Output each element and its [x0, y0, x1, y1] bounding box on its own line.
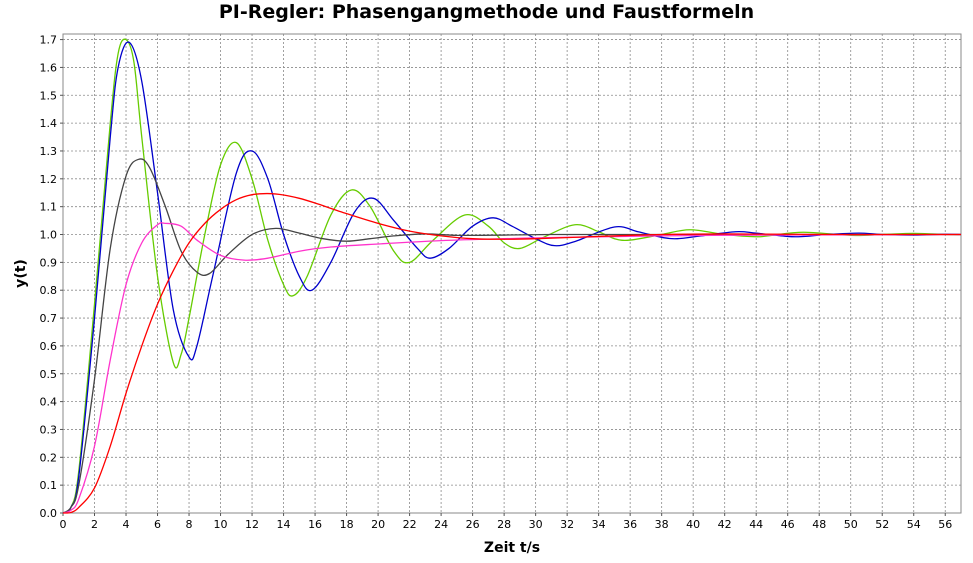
x-tick-label: 32 [560, 518, 574, 531]
series-line-2 [62, 41, 962, 514]
y-tick-label: 0.3 [40, 423, 58, 436]
x-tick-label: 6 [154, 518, 161, 531]
x-tick-label: 20 [371, 518, 385, 531]
series-line-5 [62, 192, 962, 514]
x-tick-label: 4 [123, 518, 130, 531]
y-tick-label: 0.4 [40, 396, 58, 409]
x-tick-label: 56 [938, 518, 952, 531]
y-tick-label: 0.9 [40, 256, 58, 269]
series-line-1 [62, 38, 962, 514]
x-tick-label: 16 [308, 518, 322, 531]
x-tick-label: 14 [277, 518, 291, 531]
x-tick-label: 24 [434, 518, 448, 531]
x-tick-label: 2 [91, 518, 98, 531]
x-tick-label: 34 [592, 518, 606, 531]
x-tick-label: 28 [497, 518, 511, 531]
x-tick-label: 38 [655, 518, 669, 531]
x-tick-label: 30 [529, 518, 543, 531]
y-tick-label: 0.6 [40, 340, 58, 353]
y-axis-label: y(t) [13, 259, 29, 288]
x-tick-label: 10 [214, 518, 228, 531]
plot-frame [62, 33, 962, 514]
y-tick-label: 1.4 [40, 117, 58, 130]
x-tick-label: 36 [623, 518, 637, 531]
y-tick-label: 1.0 [40, 229, 58, 242]
x-tick-label: 18 [340, 518, 354, 531]
x-axis-label: Zeit t/s [484, 540, 540, 556]
y-tick-label: 1.6 [40, 61, 58, 74]
y-tick-label: 1.1 [40, 201, 58, 214]
y-tick-label: 0.0 [40, 507, 58, 520]
x-tick-label: 42 [718, 518, 732, 531]
x-tick-label: 52 [875, 518, 889, 531]
y-tick-label: 1.2 [40, 173, 58, 186]
y-tick-label: 0.8 [40, 284, 58, 297]
x-tick-label: 50 [844, 518, 858, 531]
series-lines [62, 38, 962, 514]
y-tick-label: 0.2 [40, 451, 58, 464]
x-tick-label: 22 [403, 518, 417, 531]
x-tick-label: 26 [466, 518, 480, 531]
x-tick-label: 0 [60, 518, 67, 531]
x-tick-label: 44 [749, 518, 763, 531]
x-tick-label: 46 [781, 518, 795, 531]
y-tick-label: 0.7 [40, 312, 58, 325]
y-tick-label: 1.3 [40, 145, 58, 158]
y-tick-label: 0.1 [40, 479, 58, 492]
x-tick-label: 40 [686, 518, 700, 531]
chart-title: PI-Regler: Phasengangmethode und Faustfo… [218, 1, 755, 23]
x-tick-label: 12 [245, 518, 259, 531]
y-tick-label: 1.5 [40, 89, 58, 102]
axis-ticks: 0 2 4 6 8 10 12 14 16 18 20 22 24 26 28 30 32 34 36 38 40 42 4… [40, 34, 953, 531]
series-line-4 [62, 222, 962, 514]
x-tick-label: 48 [812, 518, 826, 531]
x-tick-label: 8 [186, 518, 193, 531]
y-tick-label: 0.5 [40, 368, 58, 381]
x-tick-label: 54 [907, 518, 921, 531]
series-line-3 [62, 158, 961, 514]
y-tick-label: 1.7 [40, 34, 58, 47]
